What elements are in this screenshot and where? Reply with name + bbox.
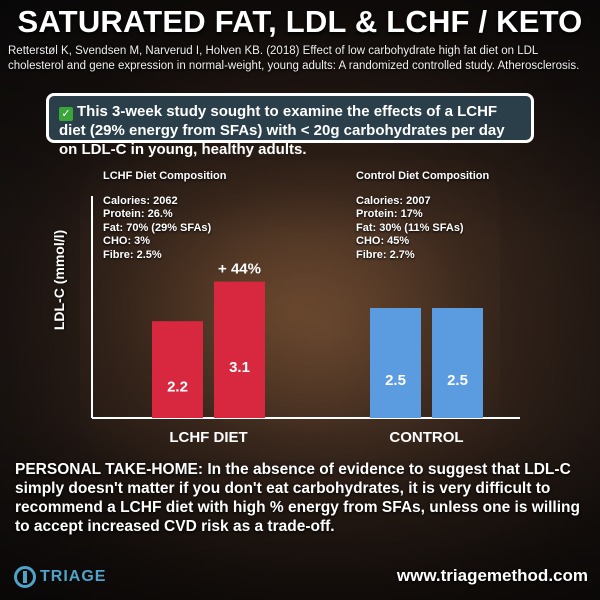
personal-take-home: PERSONAL TAKE-HOME: In the absence of ev… <box>15 461 580 535</box>
lchf-composition-line: Protein: 26.% <box>103 208 173 220</box>
bar <box>432 308 483 418</box>
bar <box>370 308 421 418</box>
percent-change-annotation: + 44% <box>218 261 261 278</box>
lchf-composition-line: Fat: 70% (29% SFAs) <box>103 221 212 234</box>
control-composition-title: Control Diet Composition <box>356 170 490 182</box>
website-url: www.triagemethod.com <box>396 566 588 585</box>
bar <box>152 321 203 418</box>
control-composition-line: CHO: 45% <box>356 235 410 247</box>
triage-logo: TRIAGE <box>14 564 106 590</box>
triage-logo-icon <box>14 566 36 588</box>
control-composition-line: Calories: 2007 <box>356 194 431 207</box>
lchf-composition-line: Calories: 2062 <box>103 194 178 207</box>
control-composition-line: Fat: 30% (11% SFAs) <box>356 221 464 234</box>
control-composition-line: Fibre: 2.7% <box>356 248 415 261</box>
lchf-composition-line: Fibre: 2.5% <box>103 248 162 261</box>
lchf-composition-line: CHO: 3% <box>103 235 151 247</box>
bar-value-label: 2.2 <box>167 379 188 396</box>
control-composition-line: Protein: 17% <box>356 208 423 220</box>
lchf-composition-title: LCHF Diet Composition <box>103 170 227 182</box>
bar-value-label: 2.5 <box>447 372 468 389</box>
triage-logo-text: TRIAGE <box>40 568 107 585</box>
bar-value-label: 3.1 <box>229 359 250 376</box>
page-title: SATURATED FAT, LDL & LCHF / KETO <box>17 4 583 39</box>
citation: Retterstøl K, Svendsen M, Narverud I, Ho… <box>8 45 580 72</box>
summary-box: ✓ This 3-week study sought to examine the… <box>46 93 534 158</box>
group-label: LCHF DIET <box>169 429 247 446</box>
lchf-composition: LCHF Diet Composition Calories: 2062 Pro… <box>103 170 226 262</box>
check-mark-icon: ✓ <box>59 107 73 121</box>
group-label: CONTROL <box>389 429 463 446</box>
bar <box>214 281 265 418</box>
control-composition: Control Diet Composition Calories: 2007 … <box>356 170 489 262</box>
summary-text: This 3-week study sought to examine the … <box>59 103 505 158</box>
bar-value-label: 2.5 <box>385 372 406 389</box>
